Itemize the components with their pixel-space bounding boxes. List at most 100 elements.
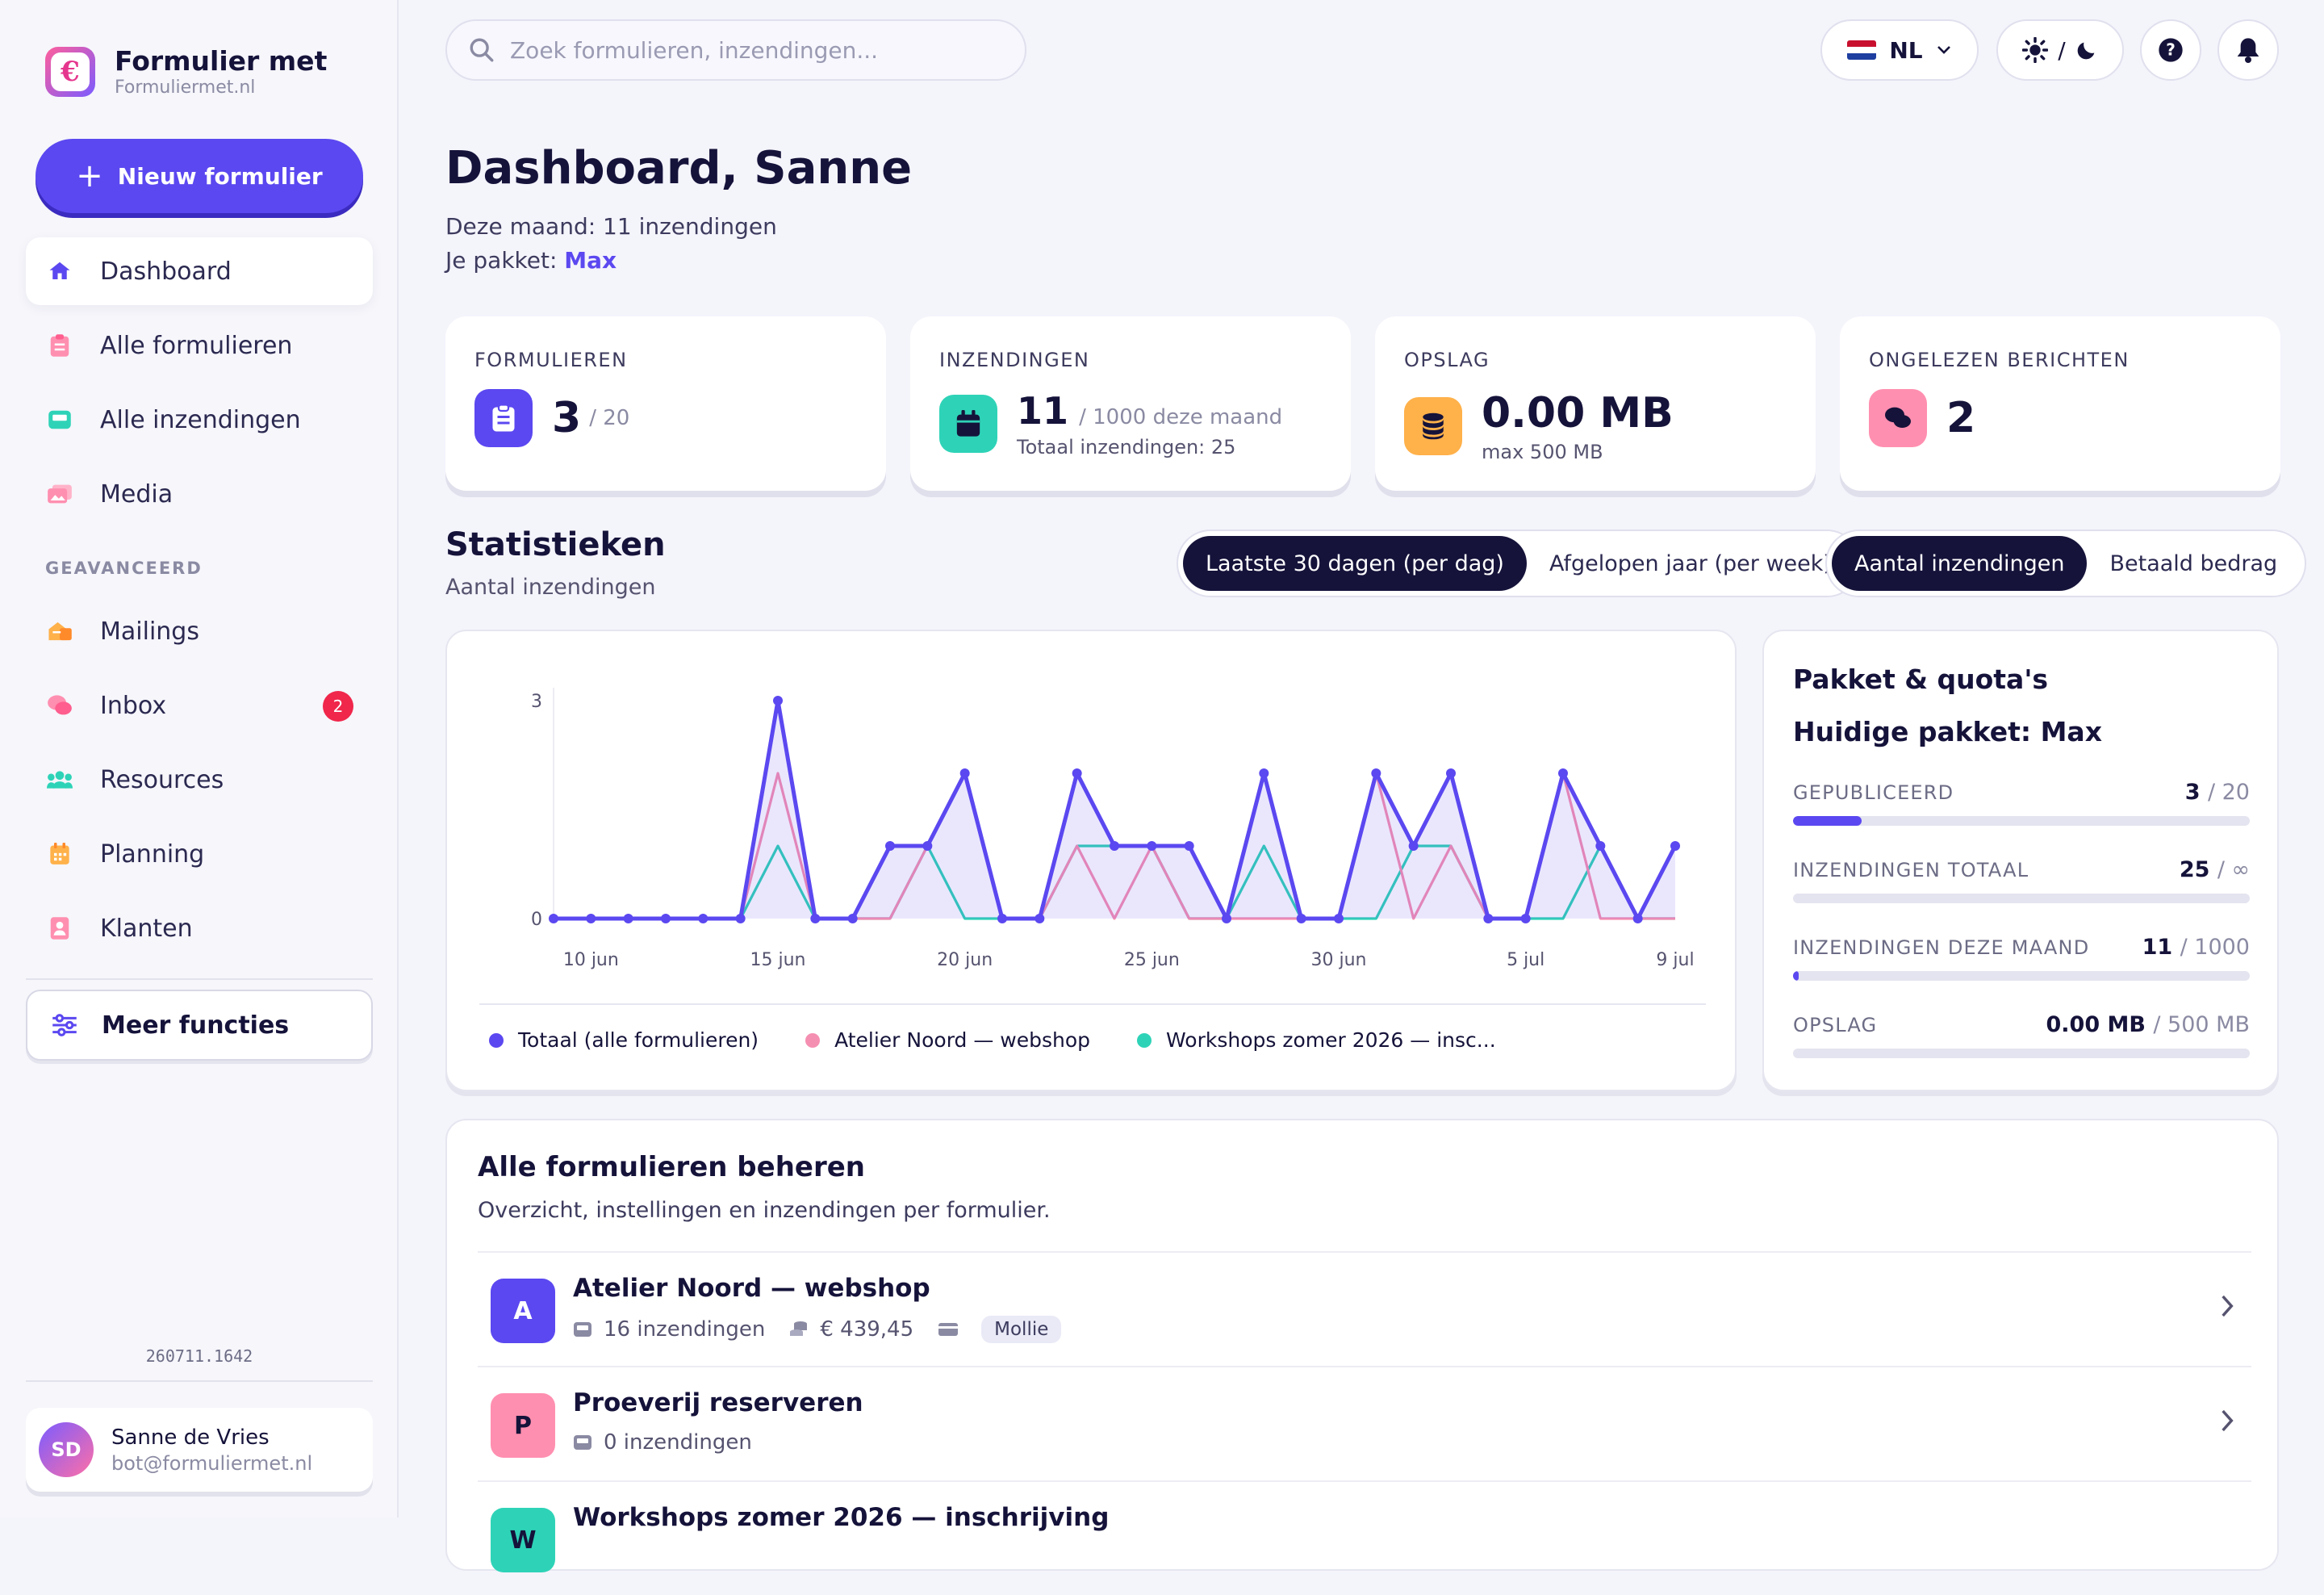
sidebar-item-label: Media — [100, 479, 173, 509]
payment-provider-chip: Mollie — [981, 1316, 1062, 1343]
clipboard-icon — [47, 333, 73, 358]
language-selector[interactable]: NL — [1820, 19, 1979, 81]
storage-max: max 500 MB — [1482, 441, 1603, 463]
sidebar-item-customers[interactable]: Klanten — [26, 894, 373, 962]
data-point — [661, 914, 671, 923]
x-tick-label: 30 jun — [1311, 950, 1367, 970]
form-row[interactable]: P Proeverij reserveren 0 inzendingen — [478, 1366, 2251, 1480]
forms-limit: / 20 — [589, 406, 630, 430]
x-tick-label: 5 jul — [1507, 950, 1544, 970]
quota-row-total-submissions: INZENDINGEN TOTAAL 25 / ∞ — [1793, 857, 2250, 903]
data-point — [1334, 914, 1344, 923]
data-point — [885, 841, 895, 851]
legend-item-atelier[interactable]: Atelier Noord — webshop — [805, 1028, 1090, 1052]
inbox-tray-icon — [573, 1321, 592, 1338]
new-form-button[interactable]: + Nieuw formulier — [36, 139, 363, 213]
quota-limit: / ∞ — [2217, 857, 2250, 882]
stat-label: FORMULIEREN — [474, 349, 628, 371]
data-point — [810, 914, 821, 923]
quota-label: GEPUBLICEERD — [1793, 781, 1954, 804]
new-form-label: Nieuw formulier — [117, 162, 323, 190]
calendar-icon — [47, 841, 73, 867]
inbox-unread-badge: 2 — [323, 691, 353, 722]
brand[interactable]: € Formulier met Formuliermet.nl — [45, 45, 327, 98]
data-point — [847, 914, 858, 923]
notifications-button[interactable] — [2217, 19, 2279, 81]
quota-limit: / 500 MB — [2153, 1012, 2250, 1037]
images-icon — [47, 481, 73, 507]
quota-label: OPSLAG — [1793, 1013, 1878, 1036]
section-heading-advanced: GEAVANCEERD — [45, 559, 203, 578]
form-row[interactable]: W Workshops zomer 2026 — inschrijving — [478, 1480, 2251, 1595]
stat-card-forms[interactable]: FORMULIEREN 3 / 20 — [445, 316, 886, 491]
help-button[interactable]: ? — [2140, 19, 2201, 81]
stat-card-submissions[interactable]: INZENDINGEN 11 / 1000 deze maand Totaal … — [910, 316, 1351, 491]
stat-card-storage[interactable]: OPSLAG 0.00 MB max 500 MB — [1375, 316, 1816, 491]
metric-option-amount[interactable]: Betaald bedrag — [2109, 551, 2278, 576]
search-icon — [468, 36, 495, 64]
svg-text:?: ? — [2166, 40, 2176, 60]
brand-domain: Formuliermet.nl — [115, 77, 256, 98]
legend-item-workshops[interactable]: Workshops zomer 2026 — insc... — [1137, 1028, 1496, 1052]
legend-dot-workshops — [1137, 1032, 1152, 1048]
sidebar-item-mailings[interactable]: Mailings — [26, 597, 373, 665]
legend-item-total[interactable]: Totaal (alle formulieren) — [489, 1028, 759, 1052]
search-bar[interactable] — [445, 19, 1026, 81]
quota-title: Pakket & quota's — [1793, 664, 2049, 695]
data-point — [586, 914, 596, 923]
data-point — [549, 914, 558, 923]
sidebar-item-label: Dashboard — [100, 257, 232, 286]
netherlands-flag-icon — [1847, 40, 1877, 60]
sidebar-item-media[interactable]: Media — [26, 460, 373, 528]
brand-name: Formulier met — [115, 45, 328, 77]
stat-card-unread-messages[interactable]: ONGELEZEN BERICHTEN 2 — [1840, 316, 2280, 491]
chart-legend: Totaal (alle formulieren) Atelier Noord … — [489, 1028, 1543, 1052]
data-point — [1408, 841, 1419, 851]
help-icon: ? — [2158, 37, 2184, 63]
sidebar-item-all-submissions[interactable]: Alle inzendingen — [26, 386, 373, 454]
data-point — [1446, 768, 1456, 778]
forms-title: Alle formulieren beheren — [478, 1151, 866, 1183]
x-tick-label: 10 jun — [563, 950, 619, 970]
range-option-30-days[interactable]: Laatste 30 dagen (per dag) — [1183, 536, 1527, 591]
more-features-button[interactable]: Meer functies — [26, 990, 373, 1061]
submissions-limit: / 1000 deze maand — [1079, 405, 1283, 429]
sidebar-item-planning[interactable]: Planning — [26, 820, 373, 888]
form-row[interactable]: A Atelier Noord — webshop 16 inzendingen… — [478, 1251, 2251, 1366]
data-point — [1670, 841, 1680, 851]
plan-link[interactable]: Max — [564, 247, 617, 274]
sidebar-item-resources[interactable]: Resources — [26, 746, 373, 814]
quota-label: INZENDINGEN DEZE MAAND — [1793, 936, 2090, 959]
user-email: bot@formuliermet.nl — [111, 1452, 313, 1475]
chevron-right-icon — [2219, 1293, 2235, 1322]
form-avatar: P — [491, 1393, 555, 1458]
storage-used: 0.00 MB — [1482, 389, 1674, 437]
bell-icon — [2236, 37, 2260, 63]
forms-count: 3 — [552, 394, 582, 442]
sidebar-item-label: Inbox — [100, 691, 167, 720]
inbox-tray-icon — [47, 407, 73, 433]
sidebar-item-dashboard[interactable]: Dashboard — [26, 237, 373, 305]
forms-subtitle: Overzicht, instellingen en inzendingen p… — [478, 1198, 1051, 1223]
chat-icon — [47, 693, 73, 718]
quota-plan: Huidige pakket: Max — [1793, 716, 2102, 747]
form-amount: € 439,45 — [820, 1317, 914, 1342]
stat-label: OPSLAG — [1404, 349, 1490, 371]
quota-value: 0.00 MB — [2046, 1012, 2146, 1037]
range-option-year[interactable]: Afgelopen jaar (per week) — [1549, 551, 1832, 576]
sidebar-item-inbox[interactable]: Inbox 2 — [26, 672, 373, 739]
quota-progress-bar — [1793, 816, 2250, 826]
data-point — [1072, 768, 1082, 778]
data-point — [1184, 841, 1194, 851]
theme-toggle[interactable]: / — [1996, 19, 2124, 81]
sidebar-item-all-forms[interactable]: Alle formulieren — [26, 312, 373, 379]
sidebar-item-label: Alle formulieren — [100, 331, 293, 360]
more-features-label: Meer functies — [102, 1011, 290, 1040]
data-point — [997, 914, 1007, 923]
metric-option-count[interactable]: Aantal inzendingen — [1832, 536, 2088, 591]
user-profile-card[interactable]: SD Sanne de Vries bot@formuliermet.nl — [26, 1408, 373, 1492]
search-input[interactable] — [508, 36, 993, 65]
data-point — [1222, 914, 1231, 923]
page-title: Dashboard, Sanne — [445, 142, 913, 195]
submissions-chart[interactable]: 0 3 10 jun 15 jun 20 jun 25 jun 30 jun 5 jul 9 j… — [447, 631, 1738, 1011]
